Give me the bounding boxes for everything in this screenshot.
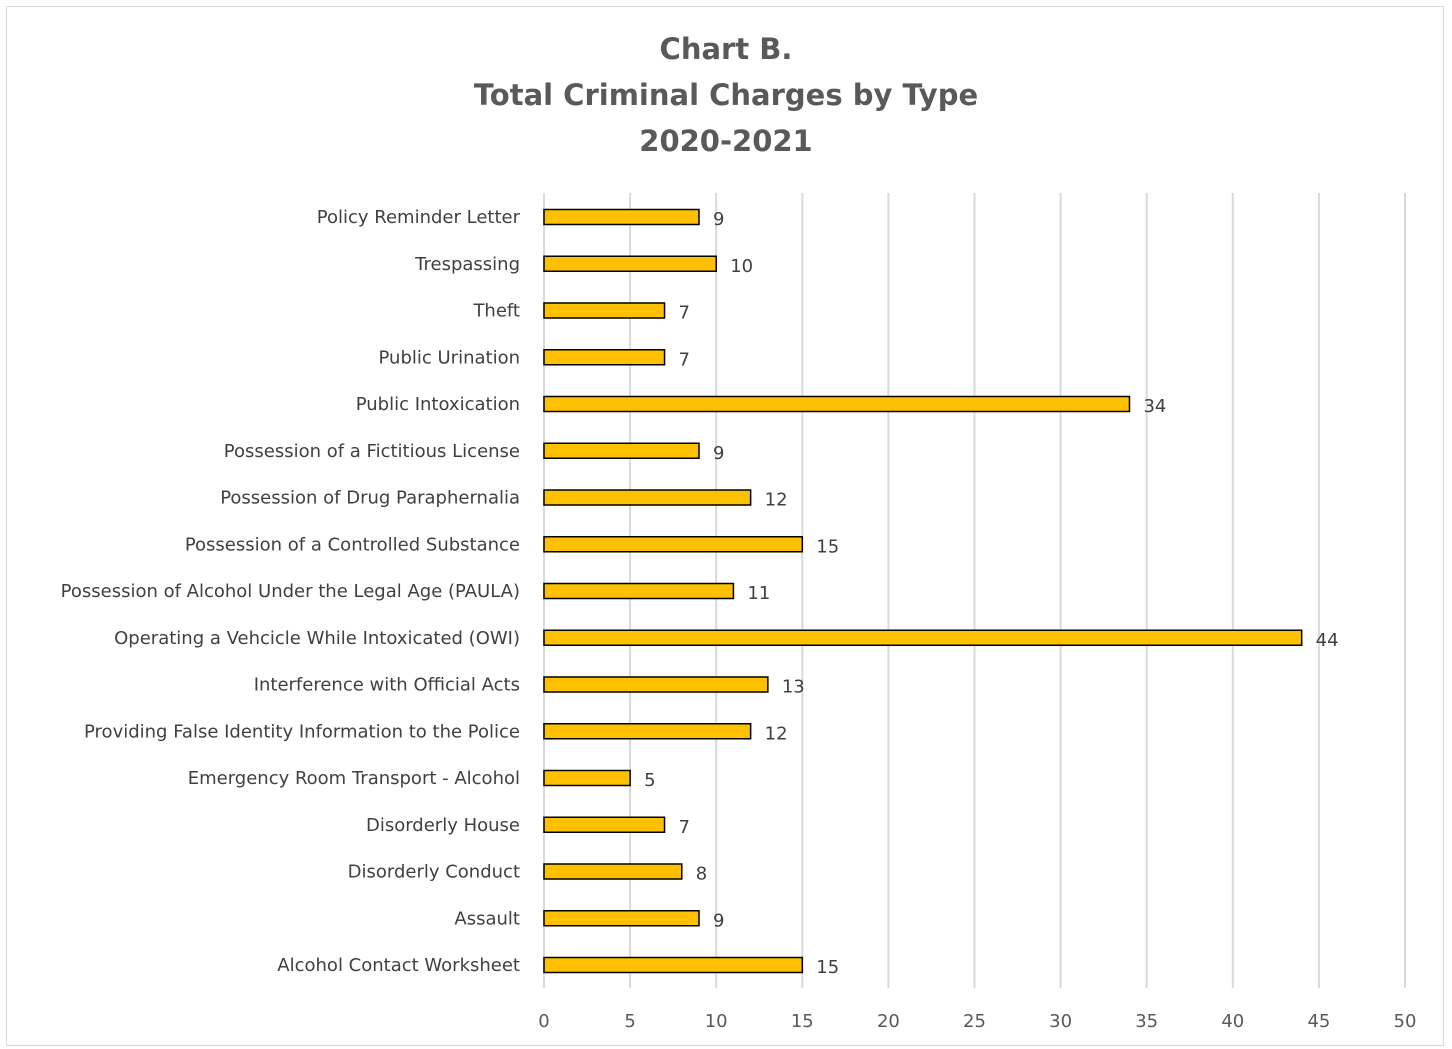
bar-14 — [543, 863, 683, 880]
bar-8 — [543, 582, 735, 600]
category-label-10: Interference with Official Acts — [254, 675, 520, 696]
x-tick-label-50: 50 — [1394, 1011, 1417, 1032]
category-label-6: Possession of Drug Paraphernalia — [220, 488, 520, 509]
data-label-5: 9 — [713, 443, 724, 464]
data-label-16: 15 — [816, 957, 839, 978]
category-label-9: Operating a Vehcicle While Intoxicated (… — [114, 628, 520, 649]
chart-title-line-3: 2020-2021 — [639, 124, 813, 158]
category-label-15: Assault — [454, 908, 520, 929]
category-label-2: Theft — [472, 301, 520, 322]
chart-area — [6, 6, 1444, 1046]
category-label-16: Alcohol Contact Worksheet — [277, 955, 520, 976]
bar-12 — [543, 769, 631, 787]
data-label-12: 5 — [644, 770, 655, 791]
bar-7 — [543, 536, 804, 553]
x-tick-label-20: 20 — [877, 1011, 900, 1032]
bar-11 — [543, 723, 752, 740]
category-label-1: Trespassing — [414, 254, 520, 275]
x-tick-label-15: 15 — [791, 1011, 814, 1032]
x-tick-label-0: 0 — [538, 1011, 549, 1032]
bar-16 — [543, 956, 804, 974]
bar-4 — [543, 395, 1131, 413]
bar-6 — [543, 489, 752, 506]
category-labels: Policy Reminder Letter Trespassing Theft Pu… — [61, 207, 521, 976]
data-label-14: 8 — [696, 864, 707, 885]
bar-2 — [543, 302, 666, 319]
x-tick-label-25: 25 — [963, 1011, 986, 1032]
category-label-12: Emergency Room Transport - Alcohol — [188, 768, 520, 789]
bar-0 — [543, 208, 700, 226]
bar-9 — [543, 629, 1303, 646]
bar-10 — [543, 676, 769, 693]
category-label-3: Public Urination — [379, 347, 521, 368]
bar-1 — [543, 255, 717, 272]
data-label-15: 9 — [713, 910, 724, 931]
x-tick-label-45: 45 — [1307, 1011, 1330, 1032]
category-label-5: Possession of a Fictitious License — [224, 441, 520, 462]
data-label-0: 9 — [713, 209, 724, 230]
x-tick-label-35: 35 — [1135, 1011, 1158, 1032]
bars — [543, 208, 1303, 974]
category-label-13: Disorderly House — [366, 815, 520, 836]
x-tick-label-30: 30 — [1049, 1011, 1072, 1032]
x-tick-label-40: 40 — [1221, 1011, 1244, 1032]
category-label-0: Policy Reminder Letter — [317, 207, 521, 228]
bar-3 — [543, 349, 666, 366]
category-label-8: Possession of Alcohol Under the Legal Ag… — [61, 581, 520, 602]
bar-13 — [543, 816, 666, 833]
data-label-13: 7 — [679, 817, 690, 838]
data-label-7: 15 — [816, 536, 839, 557]
category-label-14: Disorderly Conduct — [348, 862, 520, 883]
x-axis-tick-labels: 0 5 10 15 20 25 30 35 40 45 50 — [538, 1011, 1416, 1032]
bar-5 — [543, 442, 700, 459]
data-label-10: 13 — [782, 677, 805, 698]
data-label-2: 7 — [679, 303, 690, 324]
data-label-11: 12 — [765, 723, 788, 744]
data-label-6: 12 — [765, 490, 788, 511]
data-label-8: 11 — [747, 583, 770, 604]
category-label-11: Providing False Identity Information to … — [84, 721, 520, 742]
x-tick-label-10: 10 — [705, 1011, 728, 1032]
category-label-7: Possession of a Controlled Substance — [185, 534, 520, 555]
x-tick-label-5: 5 — [624, 1011, 635, 1032]
data-label-3: 7 — [679, 349, 690, 370]
chart-title: Chart B. Total Criminal Charges by Type … — [0, 26, 1452, 164]
data-label-9: 44 — [1316, 630, 1339, 651]
bar-15 — [543, 910, 700, 927]
data-labels: 9 10 7 7 34 9 12 15 11 44 13 12 5 7 8 9 15 — [644, 209, 1338, 978]
chart-title-line-1: Chart B. — [659, 32, 793, 66]
data-label-1: 10 — [730, 256, 753, 277]
chart-title-line-2: Total Criminal Charges by Type — [473, 78, 979, 112]
category-label-4: Public Intoxication — [356, 394, 520, 415]
data-label-4: 34 — [1143, 396, 1166, 417]
